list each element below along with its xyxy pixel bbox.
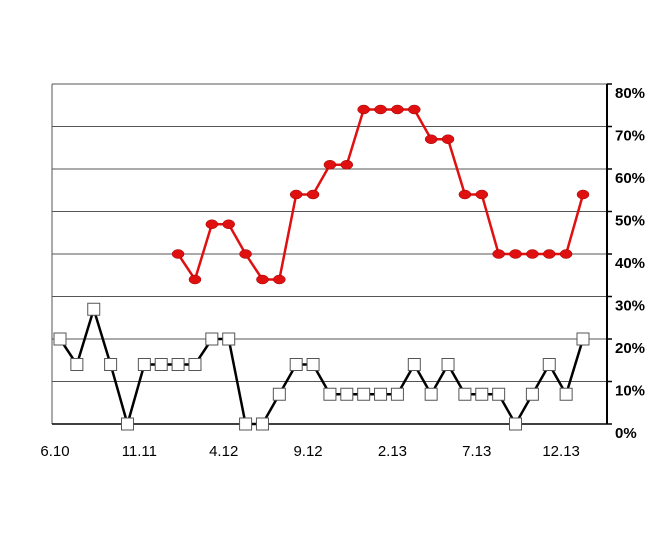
y-tick-label: 20% — [615, 340, 645, 357]
marker — [458, 189, 472, 200]
marker — [492, 249, 505, 259]
marker — [391, 104, 404, 115]
marker — [255, 417, 269, 431]
marker — [323, 387, 337, 401]
y-tick-label: 10% — [615, 382, 645, 399]
y-tick-label: 70% — [615, 127, 645, 144]
marker — [509, 417, 523, 431]
marker — [205, 332, 219, 346]
marker — [120, 417, 134, 431]
marker — [154, 358, 168, 371]
marker — [424, 387, 438, 401]
marker — [475, 189, 489, 200]
marker — [390, 387, 404, 401]
marker — [576, 332, 590, 346]
marker — [441, 358, 455, 371]
marker — [542, 358, 556, 371]
marker — [222, 332, 236, 346]
x-tick-label: 9.12 — [293, 443, 322, 460]
marker — [171, 249, 185, 259]
y-tick-label: 0% — [615, 425, 637, 442]
marker — [104, 358, 118, 371]
marker — [374, 387, 388, 401]
marker — [70, 358, 84, 371]
marker — [559, 249, 573, 259]
marker — [323, 160, 337, 170]
marker — [407, 358, 421, 371]
x-tick-label: 12.13 — [542, 443, 580, 460]
marker — [340, 160, 354, 170]
marker — [306, 189, 320, 200]
y-tick-label: 40% — [615, 255, 645, 272]
marker — [357, 387, 371, 401]
marker — [525, 387, 539, 401]
marker — [374, 104, 387, 115]
marker — [273, 274, 286, 285]
y-tick-label: 30% — [615, 297, 645, 314]
marker — [441, 134, 455, 144]
marker — [306, 358, 320, 371]
y-tick-label: 50% — [615, 212, 645, 229]
marker — [357, 104, 370, 115]
marker — [408, 104, 421, 115]
marker — [289, 358, 303, 371]
marker — [222, 219, 235, 229]
marker — [559, 387, 573, 401]
marker — [424, 134, 438, 144]
marker — [509, 249, 522, 259]
marker — [526, 249, 539, 259]
marker — [171, 358, 185, 371]
marker — [340, 387, 354, 401]
marker — [53, 332, 67, 346]
marker — [272, 387, 286, 401]
x-tick-label: 6.10 — [40, 443, 69, 460]
y-tick-label: 60% — [615, 170, 645, 187]
marker — [87, 302, 101, 316]
marker — [576, 189, 590, 200]
x-tick-label: 11.11 — [122, 443, 157, 460]
marker — [188, 274, 202, 285]
marker — [239, 417, 253, 431]
marker — [289, 189, 303, 200]
marker — [205, 219, 219, 229]
marker — [458, 387, 472, 401]
marker — [543, 249, 556, 259]
marker — [239, 249, 252, 259]
marker — [256, 274, 269, 285]
marker — [137, 358, 151, 371]
marker — [492, 387, 506, 401]
y-tick-label: 80% — [615, 85, 645, 102]
x-tick-label: 2.13 — [378, 443, 407, 460]
x-tick-label: 7.13 — [462, 443, 491, 460]
marker — [475, 387, 489, 401]
x-tick-label: 4.12 — [209, 443, 238, 460]
marker — [188, 358, 202, 371]
